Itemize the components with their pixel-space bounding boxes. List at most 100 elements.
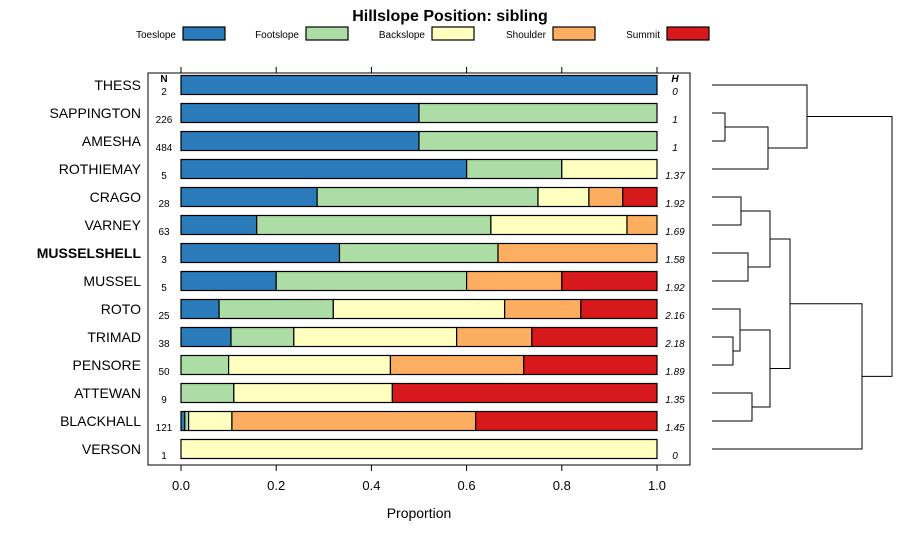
legend-swatch-summit xyxy=(666,26,710,41)
bar-segment-backslope xyxy=(561,158,658,180)
x-axis-label: Proportion xyxy=(387,505,452,521)
row-n-value: 3 xyxy=(161,255,167,266)
legend-label-toeslope: Toeslope xyxy=(136,30,176,41)
x-tick-label: 0.8 xyxy=(553,478,571,493)
row-amesha: AMESHA 484 1 xyxy=(82,130,678,154)
row-n-value: 28 xyxy=(158,199,170,210)
dendrogram-branch xyxy=(712,84,808,149)
bar-segment-toeslope xyxy=(180,102,420,124)
legend-label-footslope: Footslope xyxy=(255,30,299,41)
plot-frame xyxy=(147,72,691,466)
row-h-value: 1.92 xyxy=(665,283,685,294)
bar-segment-backslope xyxy=(188,410,233,432)
row-mussel: MUSSEL 5 1.92 xyxy=(83,270,685,294)
row-h-value: 1 xyxy=(672,115,678,126)
row-n-value: 226 xyxy=(156,115,173,126)
row-h-value: 1 xyxy=(672,143,678,154)
row-crago: CRAGO 28 1.92 xyxy=(90,186,685,210)
row-h-value: 2.16 xyxy=(664,311,685,322)
row-n-value: 25 xyxy=(158,311,170,322)
row-pensore: PENSORE 50 1.89 xyxy=(73,354,685,378)
legend-swatch-backslope xyxy=(431,26,475,41)
row-label: BLACKHALL xyxy=(60,413,141,429)
bar-segment-toeslope xyxy=(180,242,341,264)
bar-segment-footslope xyxy=(275,270,468,292)
bar-segment-shoulder xyxy=(504,298,582,320)
n-column-header: N xyxy=(160,74,167,85)
bar-segment-backslope xyxy=(228,354,392,376)
bar-segment-footslope xyxy=(466,158,563,180)
row-h-value: 2.18 xyxy=(664,339,685,350)
row-label: ROTO xyxy=(101,301,141,317)
h-column-header: H xyxy=(671,74,679,85)
bar-segment-backslope xyxy=(537,186,590,208)
bar-segment-footslope xyxy=(418,130,658,152)
row-n-value: 38 xyxy=(158,339,170,350)
legend-label-shoulder: Shoulder xyxy=(506,30,547,41)
row-n-value: 2 xyxy=(161,87,167,98)
row-n-value: 5 xyxy=(161,283,167,294)
x-tick-label: 0.6 xyxy=(458,478,476,493)
row-sappington: SAPPINGTON 226 1 xyxy=(49,102,678,126)
rows: THESS 2 0 SAPPINGTON 226 1 AMESHA 484 1 ROTHIEMAY… xyxy=(37,74,685,462)
bar-segment-summit xyxy=(580,298,658,320)
dendrogram-branch xyxy=(712,252,749,282)
bar-segment-toeslope xyxy=(180,270,277,292)
row-h-value: 1.35 xyxy=(665,395,685,406)
bar-segment-backslope xyxy=(490,214,628,236)
row-h-value: 1.89 xyxy=(665,367,685,378)
row-trimad: TRIMAD 38 2.18 xyxy=(87,326,685,350)
bar-segment-shoulder xyxy=(231,410,477,432)
row-attewan: ATTEWAN 9 1.35 xyxy=(74,382,685,406)
row-h-value: 1.58 xyxy=(665,255,685,266)
row-label: VARNEY xyxy=(84,217,141,233)
legend-swatch-footslope xyxy=(305,26,349,41)
x-tick-label: 0.0 xyxy=(172,478,190,493)
dendrogram-branch xyxy=(712,303,863,450)
bar-segment-summit xyxy=(391,382,658,404)
row-n-value: 9 xyxy=(161,395,167,406)
bar-segment-toeslope xyxy=(180,214,258,236)
bar-segment-shoulder xyxy=(389,354,525,376)
row-label: PENSORE xyxy=(73,357,141,373)
row-label: MUSSEL xyxy=(83,273,141,289)
row-label: AMESHA xyxy=(82,133,142,149)
row-h-value: 0 xyxy=(672,87,678,98)
row-h-value: 0 xyxy=(672,451,678,462)
row-n-value: 484 xyxy=(156,143,173,154)
row-label: CRAGO xyxy=(90,189,141,205)
row-label: VERSON xyxy=(82,441,141,457)
row-thess: THESS 2 0 xyxy=(94,74,678,98)
bar-segment-toeslope xyxy=(180,74,658,96)
row-varney: VARNEY 63 1.69 xyxy=(84,214,685,238)
dendrogram-branch xyxy=(712,196,742,226)
row-h-value: 1.45 xyxy=(665,423,685,434)
legend-swatch-shoulder xyxy=(552,26,596,41)
bar-segment-toeslope xyxy=(180,186,318,208)
bar-segment-summit xyxy=(523,354,658,376)
bar-segment-footslope xyxy=(180,354,230,376)
row-rothiemay: ROTHIEMAY 5 1.37 xyxy=(59,158,685,182)
bar-segment-shoulder xyxy=(497,242,658,264)
row-n-value: 5 xyxy=(161,171,167,182)
row-musselshell: MUSSELSHELL 3 1.58 xyxy=(37,242,685,266)
dendrogram xyxy=(712,84,893,450)
dendrogram-branch xyxy=(712,112,726,142)
row-label: ROTHIEMAY xyxy=(59,161,142,177)
bar-segment-backslope xyxy=(180,438,658,460)
x-tick-label: 0.2 xyxy=(267,478,285,493)
row-label: ATTEWAN xyxy=(74,385,141,401)
bar-segment-summit xyxy=(561,270,658,292)
dendrogram-branch xyxy=(741,210,771,268)
row-h-value: 1.69 xyxy=(665,227,685,238)
bar-segment-toeslope xyxy=(180,298,220,320)
bar-segment-footslope xyxy=(230,326,295,348)
row-blackhall: BLACKHALL 121 1.45 xyxy=(60,410,685,434)
bar-segment-toeslope xyxy=(180,326,232,348)
chart-title: Hillslope Position: sibling xyxy=(352,8,548,25)
dendrogram-branch xyxy=(770,238,791,369)
dendrogram-branch xyxy=(740,329,771,408)
top-ticks xyxy=(180,67,658,73)
bar-segment-toeslope xyxy=(180,130,420,152)
row-n-value: 121 xyxy=(156,423,173,434)
